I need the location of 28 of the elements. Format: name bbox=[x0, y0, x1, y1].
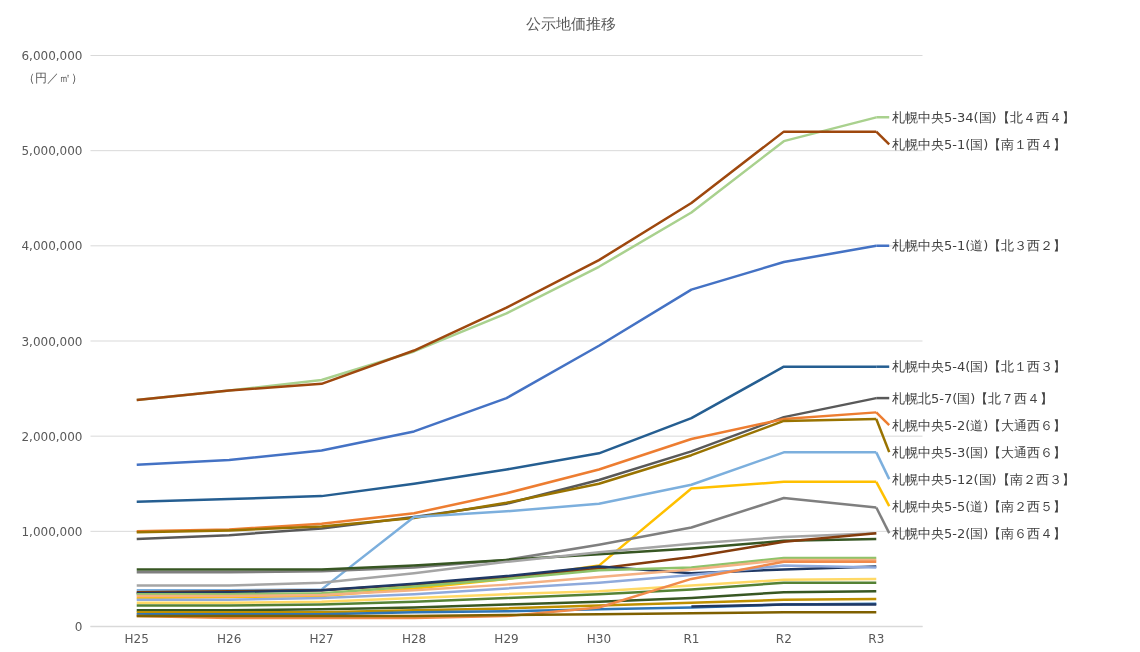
legend-label: 札幌中央5-34(国)【北４西４】 bbox=[891, 109, 1075, 125]
y-tick-label: 3,000,000 bbox=[21, 334, 83, 349]
y-tick-label: 1,000,000 bbox=[21, 524, 83, 539]
x-tick-label: H26 bbox=[217, 631, 242, 646]
x-tick-label: H25 bbox=[124, 631, 149, 646]
legend-label: 札幌北5-7(国)【北７西４】 bbox=[891, 390, 1054, 406]
series-label: 札幌中央5-12(国)【南２西３】 bbox=[891, 471, 1075, 487]
y-tick-label: 2,000,000 bbox=[21, 429, 83, 444]
x-tick-label: H30 bbox=[586, 631, 612, 646]
chart-title: 公示地価推移 bbox=[525, 14, 616, 33]
x-tick-label: R1 bbox=[683, 631, 700, 646]
series-label: 札幌中央5-5(道)【南２西５】 bbox=[891, 498, 1067, 514]
x-tick-label: R3 bbox=[868, 631, 885, 646]
y-tick-label: 0 bbox=[74, 620, 83, 634]
x-tick-label: H29 bbox=[494, 631, 519, 646]
y-tick-label: 5,000,000 bbox=[21, 144, 83, 159]
series-label: 札幌中央5-2(道)【大通西６】 bbox=[891, 417, 1067, 433]
y-tick-label: 6,000,000 bbox=[21, 49, 83, 63]
legend-label: 札幌中央5-1(国)【南１西４】 bbox=[891, 136, 1067, 152]
series-label: 札幌中央5-2(国)【南６西４】 bbox=[891, 525, 1067, 541]
y-tick-label: 4,000,000 bbox=[21, 239, 83, 254]
legend-label: 札幌中央5-1(道)【北３西２】 bbox=[891, 238, 1067, 254]
legend-label: 札幌中央5-4(国)【北１西３】 bbox=[891, 359, 1067, 375]
y-axis-title: （円／㎡） bbox=[22, 70, 83, 85]
x-tick-label: H27 bbox=[309, 631, 334, 646]
series-label: 札幌中央5-3(国)【大通西６】 bbox=[891, 444, 1067, 460]
x-tick-label: H28 bbox=[401, 631, 427, 646]
x-tick-label: R2 bbox=[775, 631, 792, 646]
